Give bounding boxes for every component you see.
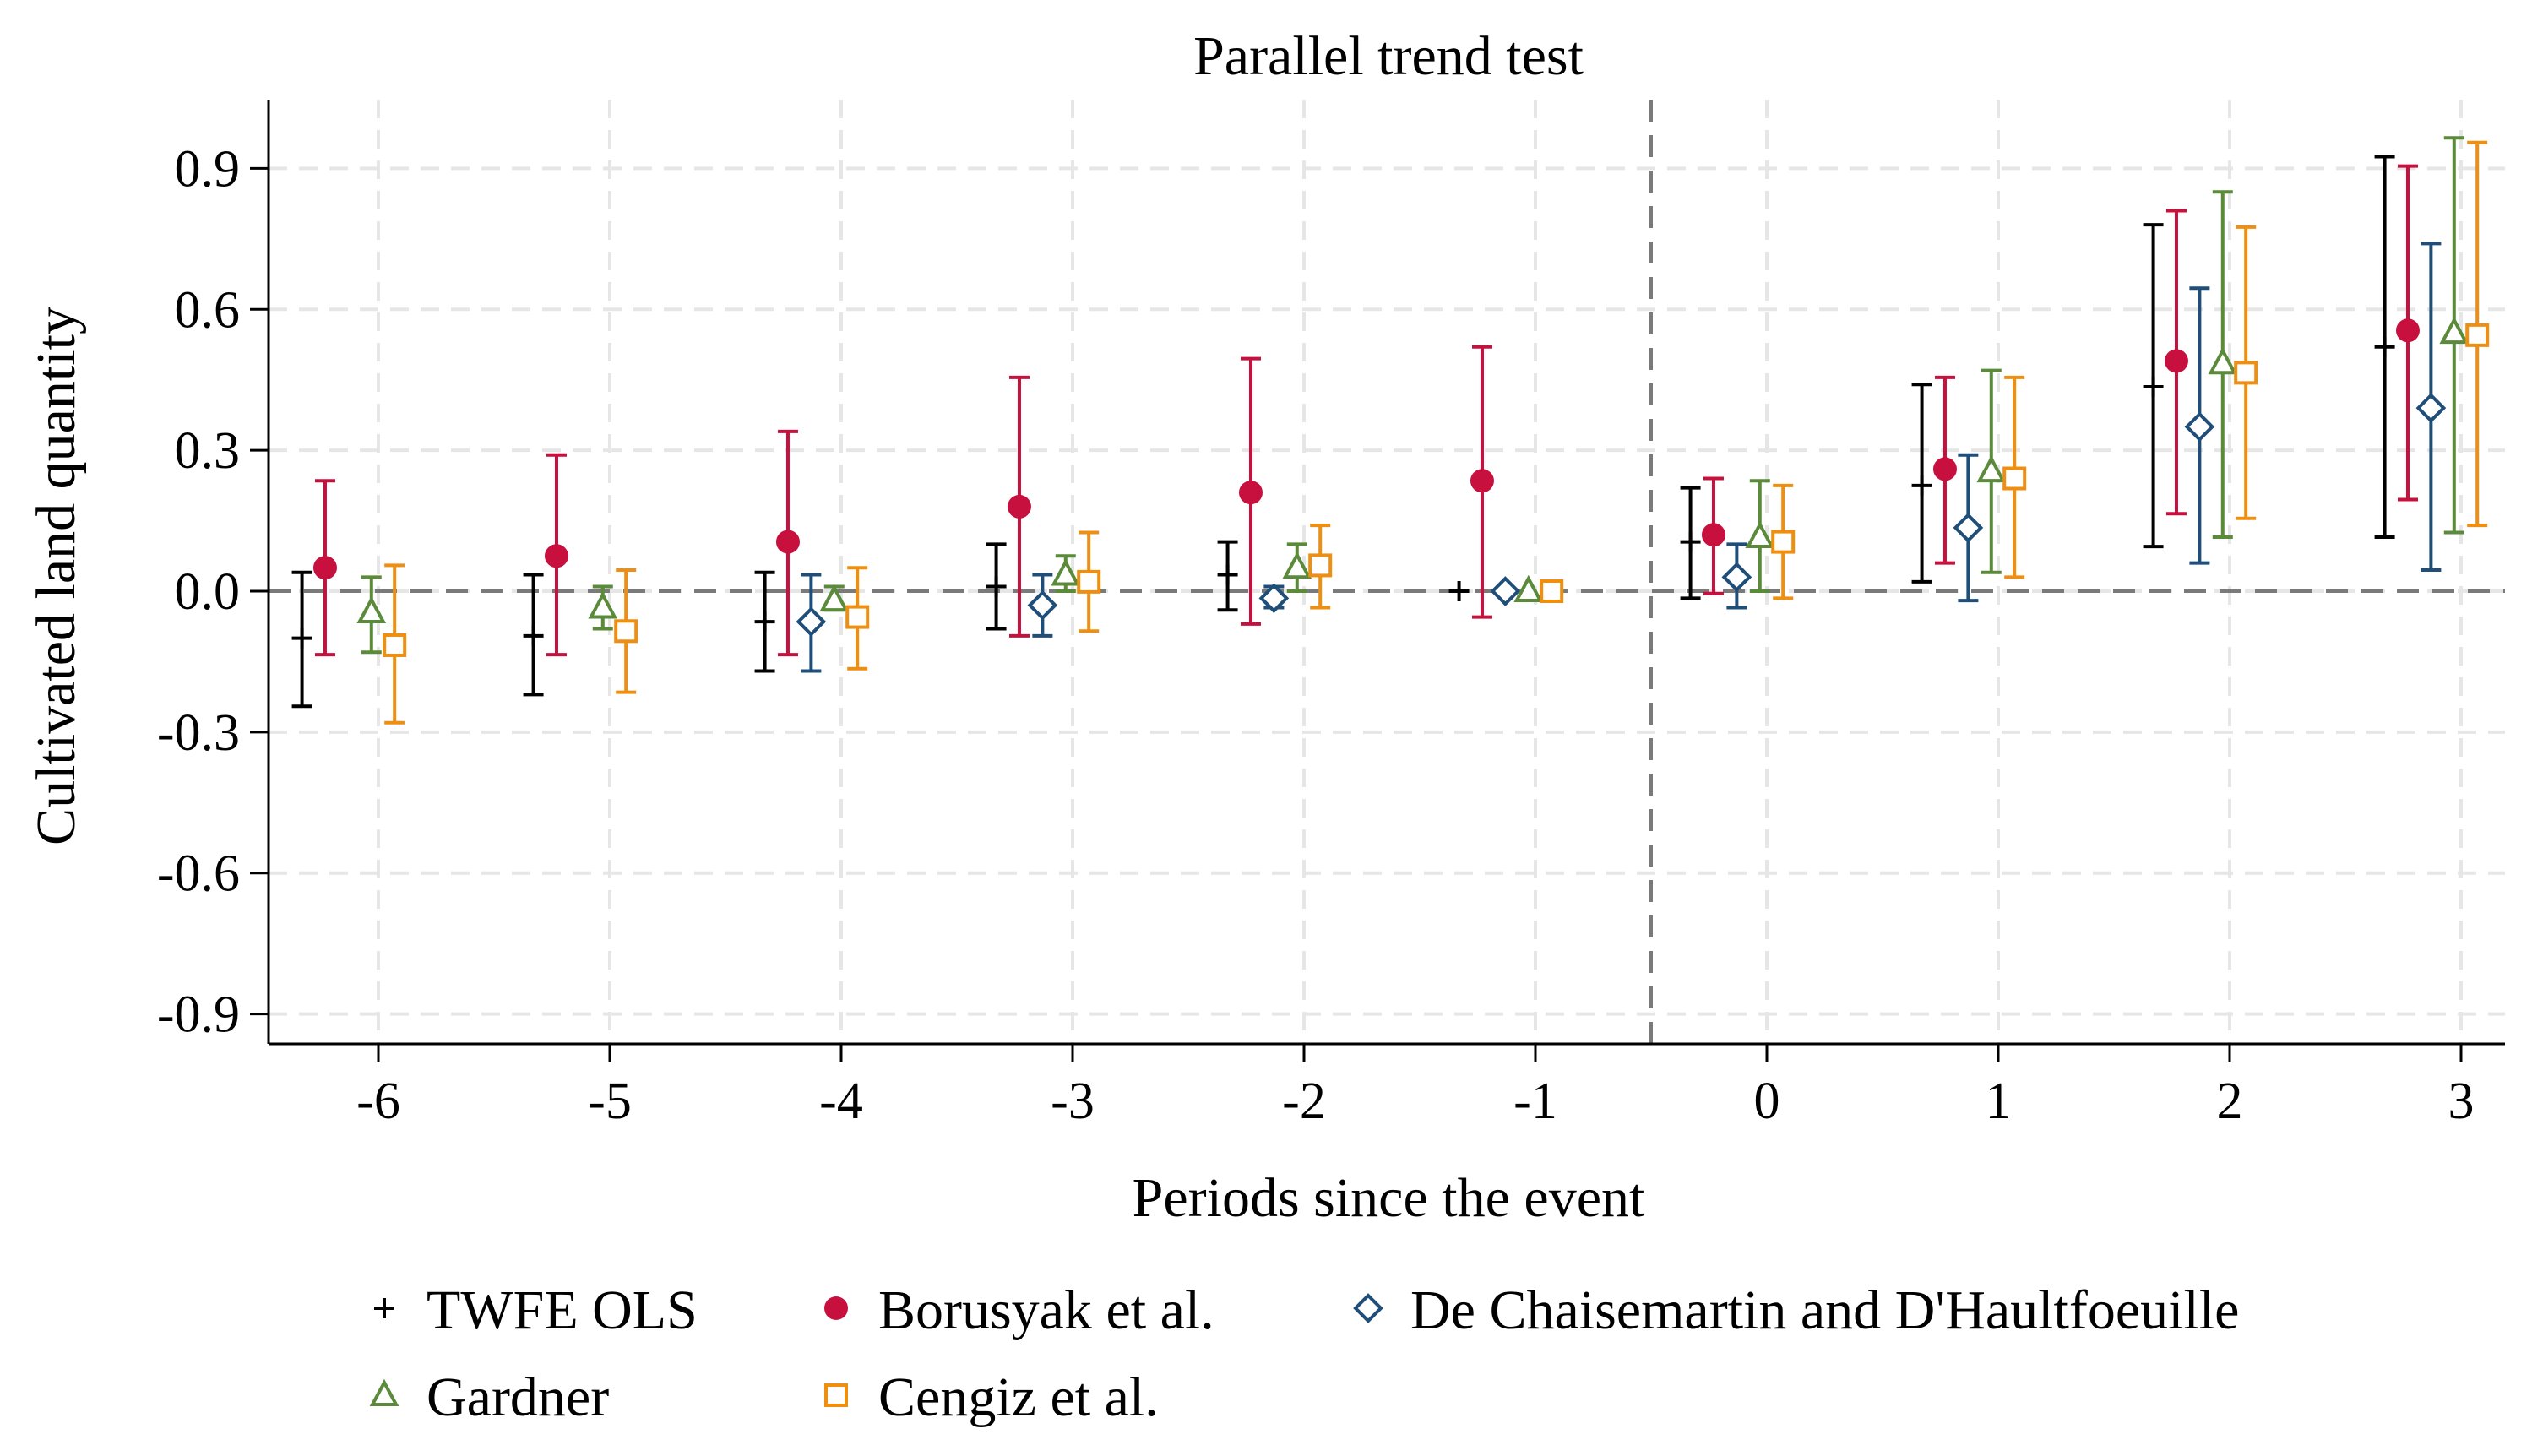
y-tick-label: 0.9 xyxy=(175,140,241,198)
data-point xyxy=(523,625,544,646)
x-tick-label: 2 xyxy=(2217,1073,2243,1130)
data-point xyxy=(588,591,618,619)
x-tick-label: 3 xyxy=(2448,1073,2475,1130)
legend-item-3: Gardner xyxy=(369,1366,609,1428)
x-tick-label: -5 xyxy=(588,1073,632,1130)
data-point xyxy=(2234,361,2258,385)
data-point xyxy=(1027,589,1058,621)
data-point xyxy=(2208,347,2238,375)
data-point xyxy=(2439,316,2470,345)
y-tick-label: 0.3 xyxy=(175,422,241,480)
series-2 xyxy=(796,242,2447,673)
data-point xyxy=(819,584,850,612)
data-point xyxy=(2395,318,2420,343)
data-point xyxy=(1258,583,1290,614)
data-point xyxy=(1470,469,1494,493)
y-axis-label: Cultivated land quantity xyxy=(25,307,87,845)
x-tick-label: -2 xyxy=(1282,1073,1326,1130)
y-tick-label: -0.3 xyxy=(157,704,240,762)
data-point xyxy=(986,576,1007,597)
series-3 xyxy=(356,136,2470,655)
data-point xyxy=(1680,531,1701,552)
y-tick-label: -0.9 xyxy=(157,986,240,1044)
y-tick-label: 0.6 xyxy=(175,281,241,339)
data-point xyxy=(1490,576,1521,606)
legend-item-1: Borusyak et al. xyxy=(824,1279,1214,1341)
data-point xyxy=(1051,558,1081,586)
x-tick-label: -6 xyxy=(356,1073,400,1130)
x-tick-label: 0 xyxy=(1754,1073,1780,1130)
y-tick-label: 0.0 xyxy=(175,563,241,621)
data-point xyxy=(2415,393,2447,423)
data-point xyxy=(1540,579,1564,603)
data-point xyxy=(1721,562,1752,593)
data-point xyxy=(1282,551,1312,579)
data-point xyxy=(845,605,870,629)
legend-marker xyxy=(1353,1293,1383,1323)
data-point xyxy=(1217,564,1238,585)
legend-item-0: TWFE OLS xyxy=(374,1279,698,1341)
data-point xyxy=(2164,349,2188,373)
data-point xyxy=(1745,520,1775,549)
legend-item-4: Cengiz et al. xyxy=(824,1366,1159,1428)
data-point xyxy=(2465,323,2490,347)
legend-label: Gardner xyxy=(427,1366,609,1428)
data-point xyxy=(775,530,800,554)
legend-marker xyxy=(824,1296,848,1320)
data-point xyxy=(1701,523,1725,547)
x-tick-label: -3 xyxy=(1051,1073,1095,1130)
data-point xyxy=(754,611,775,633)
data-point xyxy=(2002,466,2027,491)
series-4 xyxy=(383,140,2490,725)
legend-label: Cengiz et al. xyxy=(878,1366,1159,1428)
x-tick-label: -1 xyxy=(1513,1073,1557,1130)
data-point xyxy=(2184,411,2215,443)
legend-label: Borusyak et al. xyxy=(878,1279,1214,1341)
data-point xyxy=(1448,581,1470,601)
axes: -0.9 -0.6 -0.3 0.0 0.3 0.6 0.9 -6 -5 -4 -3 -2 -1 0 1 2 3 xyxy=(157,100,2505,1130)
legend-item-2: De Chaisemartin and D'Haultfoeuille xyxy=(1353,1279,2239,1341)
data-point xyxy=(1771,530,1796,554)
data-point xyxy=(291,627,312,649)
data-point xyxy=(312,556,337,580)
legend-marker xyxy=(824,1383,848,1407)
data-point xyxy=(1077,569,1101,594)
data-point xyxy=(1007,494,1031,519)
data-point xyxy=(1976,454,2007,483)
y-tick-label: -0.6 xyxy=(157,845,240,903)
data-point xyxy=(356,595,387,624)
data-point xyxy=(1911,475,1932,496)
data-marks xyxy=(291,136,2490,725)
series-0 xyxy=(291,155,2395,709)
data-point xyxy=(1238,481,1263,505)
legend: TWFE OLS Borusyak et al. De Chaisemartin a… xyxy=(369,1279,2239,1428)
data-point xyxy=(796,606,827,637)
chart-title: Parallel trend test xyxy=(1193,25,1584,87)
grid xyxy=(269,100,2505,1044)
data-point xyxy=(2374,336,2395,357)
legend-marker xyxy=(369,1378,399,1406)
data-point xyxy=(383,633,407,657)
x-tick-label: 1 xyxy=(1986,1073,2012,1130)
legend-marker xyxy=(374,1298,394,1318)
data-point xyxy=(1308,553,1333,578)
data-point xyxy=(544,544,568,568)
data-point xyxy=(2143,377,2164,398)
series-1 xyxy=(312,164,2420,657)
x-tick-label: -4 xyxy=(819,1073,863,1130)
data-point xyxy=(1932,457,1957,481)
data-point xyxy=(1953,513,1984,543)
data-point xyxy=(614,619,638,644)
legend-label: TWFE OLS xyxy=(427,1279,698,1341)
x-axis-label: Periods since the event xyxy=(1133,1167,1645,1229)
legend-label: De Chaisemartin and D'Haultfoeuille xyxy=(1410,1279,2239,1341)
data-point xyxy=(1513,574,1544,602)
